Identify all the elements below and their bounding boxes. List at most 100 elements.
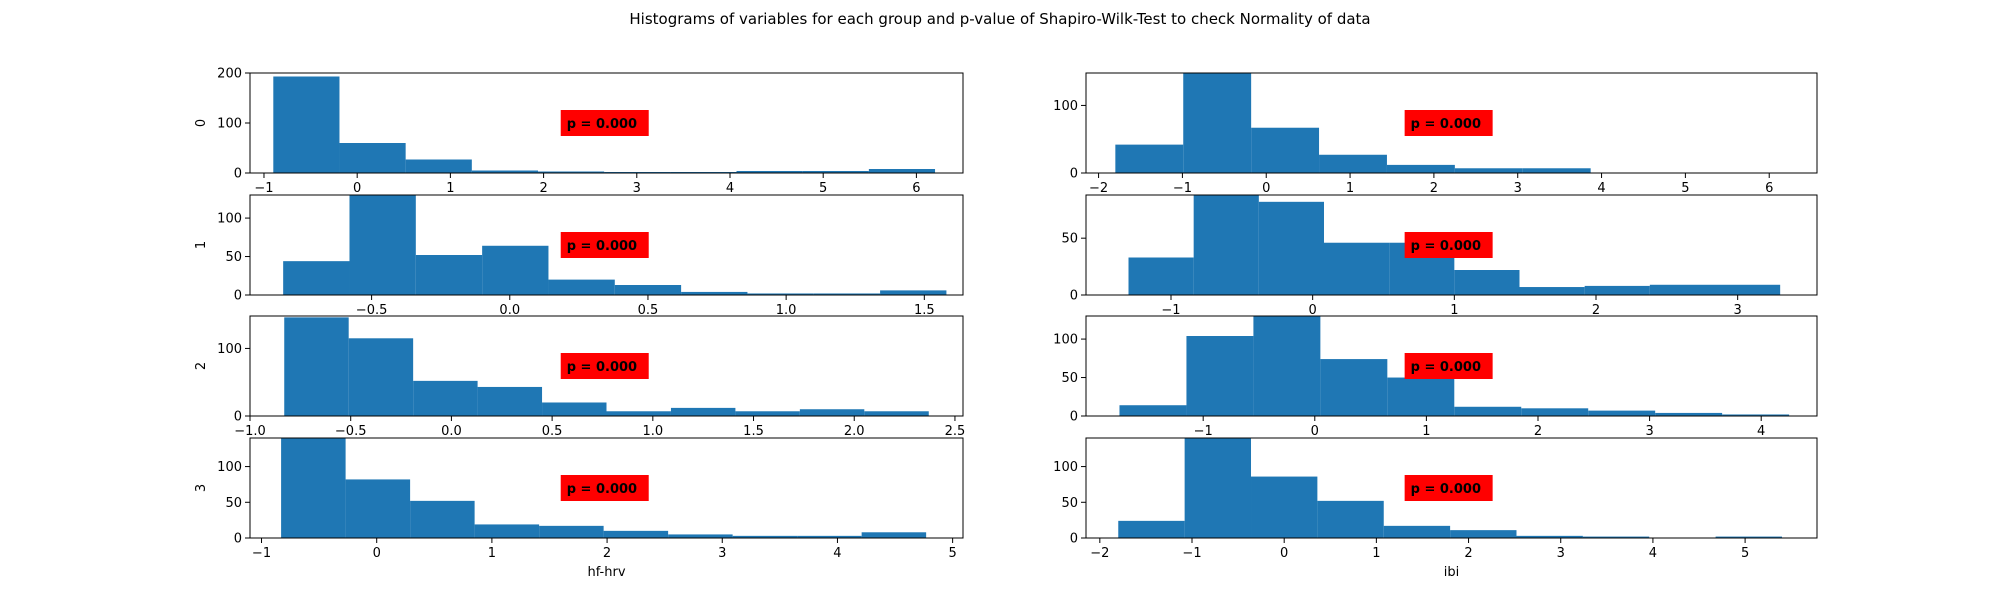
histogram-bar: [1184, 438, 1252, 538]
x-tick-label: −1: [1161, 303, 1180, 318]
histogram-bar: [1251, 476, 1318, 538]
axes-frame: [1085, 72, 1818, 174]
histogram-bar: [799, 409, 865, 416]
x-tick-label: 1.5: [743, 424, 764, 439]
y-tick-label: 100: [1053, 99, 1078, 114]
x-tick-label: 1.0: [642, 424, 663, 439]
y-tick-label: 0: [1070, 532, 1078, 547]
histogram-bar: [1128, 257, 1194, 295]
histogram-bar: [732, 535, 798, 538]
histogram-bar: [813, 293, 881, 295]
y-tick-label: 0: [234, 532, 242, 547]
histogram-bar: [482, 245, 549, 295]
x-tick-label: 1: [488, 546, 496, 561]
x-tick-label: 1: [1372, 546, 1380, 561]
histogram-bar: [1588, 410, 1656, 416]
x-tick-label: 0: [373, 546, 381, 561]
histogram-bar: [1186, 336, 1254, 416]
y-tick-label: 0: [1070, 289, 1078, 304]
x-tick-label: 0: [1309, 303, 1317, 318]
y-tick-label: 0: [234, 167, 242, 182]
histogram-bar: [281, 438, 346, 538]
histogram-bar: [1649, 284, 1715, 295]
x-tick-label: 2: [603, 546, 611, 561]
histogram-bar: [348, 338, 414, 416]
histogram-bar: [606, 411, 671, 416]
histogram-bar: [1253, 316, 1321, 416]
histogram-bar: [1582, 536, 1650, 538]
x-tick-label: 1: [1422, 424, 1430, 439]
histogram-bar: [1324, 242, 1390, 295]
figure-title: Histograms of variables for each group a…: [629, 10, 1370, 28]
histogram-bar: [542, 402, 607, 416]
x-tick-label: 3: [718, 546, 726, 561]
x-tick-label: −1: [1194, 424, 1213, 439]
x-tick-label: 4: [1649, 546, 1657, 561]
x-tick-label: 0.5: [542, 424, 563, 439]
axes-frame: [1085, 194, 1818, 296]
y-tick-label: 50: [1061, 371, 1078, 386]
p-value-box: [560, 110, 649, 136]
p-value-label: p = 0.000: [567, 360, 637, 375]
histogram-bar: [1584, 285, 1650, 295]
p-value-box: [1404, 232, 1493, 258]
x-tick-label: 1.5: [914, 303, 935, 318]
x-tick-label: −1: [254, 181, 273, 196]
histogram-bar: [1521, 408, 1589, 416]
histogram-bar: [736, 171, 803, 173]
x-tick-label: 3: [1645, 424, 1653, 439]
subplot-5: −1 0 1 2 3 0 50 p = 0.000: [1061, 194, 1818, 318]
histogram-bar: [1522, 168, 1591, 173]
y-tick-label: 200: [217, 67, 242, 82]
histogram-bar: [1183, 73, 1252, 173]
histogram-bar: [864, 411, 929, 416]
histogram-bar: [1715, 536, 1782, 538]
p-value-label: p = 0.000: [1411, 239, 1481, 254]
subplot-2: −1.0 −0.5 0.0 0.5 1.0 1.5 2.0 2.5 0 100 2 p = 0.000: [194, 315, 965, 439]
y-axis-label: 1: [194, 241, 209, 249]
histogram-bar: [410, 500, 475, 538]
histogram-bar: [548, 279, 615, 295]
histogram-bar: [1193, 195, 1259, 295]
x-tick-label: 2.0: [844, 424, 865, 439]
x-tick-label: 1: [1450, 303, 1458, 318]
histogram-bar: [735, 411, 800, 416]
histogram-bar: [1722, 414, 1790, 416]
x-tick-label: 4: [833, 546, 841, 561]
x-tick-label: −0.5: [335, 424, 367, 439]
histogram-bar: [880, 290, 947, 295]
histogram-bar: [283, 261, 350, 295]
histogram-bar: [1519, 287, 1585, 295]
x-tick-label: 4: [1757, 424, 1765, 439]
y-tick-label: 100: [217, 117, 242, 132]
histogram-bar: [603, 530, 669, 538]
x-tick-label: 3: [1734, 303, 1742, 318]
x-tick-label: −1: [1173, 181, 1192, 196]
x-tick-label: −1: [252, 546, 271, 561]
x-axis-label: ibi: [1444, 565, 1459, 580]
x-tick-label: 0.0: [499, 303, 520, 318]
histogram-bar: [747, 293, 814, 295]
histogram-bar: [1119, 405, 1187, 416]
y-axis-label: 0: [194, 119, 209, 127]
histogram-bar: [1386, 164, 1455, 173]
p-value-label: p = 0.000: [1411, 117, 1481, 132]
x-tick-label: −1: [1182, 546, 1201, 561]
histogram-bar: [349, 195, 416, 295]
y-tick-label: 0: [234, 289, 242, 304]
histogram-bar: [1320, 359, 1388, 416]
x-tick-label: 0: [1311, 424, 1319, 439]
p-value-box: [560, 475, 649, 501]
x-tick-label: 2: [1534, 424, 1542, 439]
axes-frame: [249, 437, 964, 539]
p-value-box: [1404, 353, 1493, 379]
subplot-6: −1 0 1 2 3 4 0 50 100 p = 0.000: [1053, 315, 1818, 439]
y-tick-label: 50: [225, 250, 242, 265]
histogram-bar: [1115, 144, 1184, 173]
x-axis-label: hf-hrv: [587, 565, 625, 580]
histogram-bar: [681, 291, 748, 295]
y-tick-label: 100: [217, 460, 242, 475]
y-tick-label: 100: [1053, 333, 1078, 348]
